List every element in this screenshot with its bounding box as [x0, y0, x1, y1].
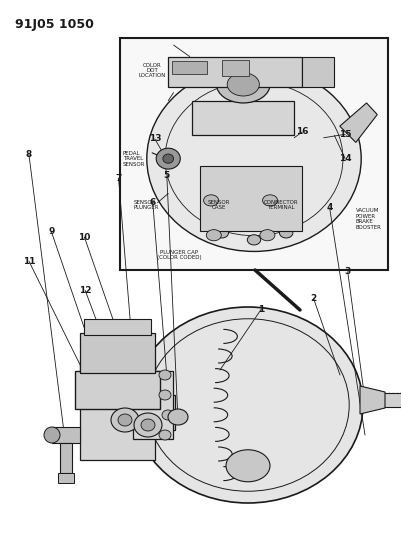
Ellipse shape — [203, 195, 218, 206]
Ellipse shape — [225, 450, 269, 482]
Ellipse shape — [159, 390, 170, 400]
Text: 9: 9 — [48, 228, 55, 236]
Bar — [58, 473, 74, 483]
Text: 13: 13 — [148, 134, 161, 143]
Text: 10: 10 — [78, 233, 90, 241]
Text: 15: 15 — [338, 130, 350, 139]
Ellipse shape — [141, 419, 155, 431]
Text: VACUUM
POWER
BRAKE
BOOSTER: VACUUM POWER BRAKE BOOSTER — [355, 208, 381, 230]
Ellipse shape — [133, 307, 362, 503]
Bar — [221, 60, 248, 76]
Ellipse shape — [162, 154, 173, 163]
Bar — [80, 333, 155, 373]
Text: 7: 7 — [115, 174, 122, 183]
Text: 16: 16 — [295, 127, 308, 136]
Ellipse shape — [227, 73, 259, 96]
Text: 1: 1 — [257, 305, 264, 313]
Text: 2: 2 — [310, 294, 316, 303]
Text: SENSOR
CASE: SENSOR CASE — [207, 200, 230, 210]
Bar — [172, 61, 207, 75]
Ellipse shape — [259, 230, 274, 241]
Bar — [75, 371, 160, 409]
Text: 12: 12 — [79, 286, 91, 295]
Bar — [302, 56, 334, 87]
Ellipse shape — [146, 66, 360, 252]
Ellipse shape — [111, 408, 139, 432]
Polygon shape — [339, 103, 377, 142]
Text: 6: 6 — [149, 198, 156, 207]
Bar — [60, 443, 72, 473]
Bar — [52, 427, 80, 443]
Text: 5: 5 — [163, 172, 170, 180]
Ellipse shape — [156, 148, 180, 169]
Bar — [84, 319, 151, 335]
Ellipse shape — [262, 195, 277, 206]
Text: 91J05 1050: 91J05 1050 — [15, 18, 94, 31]
Bar — [200, 166, 302, 231]
Ellipse shape — [134, 413, 162, 437]
Bar — [364, 393, 401, 407]
Ellipse shape — [159, 430, 170, 440]
Ellipse shape — [279, 228, 292, 238]
Text: CONNECTOR
TERMINAL: CONNECTOR TERMINAL — [263, 200, 298, 210]
Ellipse shape — [247, 235, 260, 245]
Ellipse shape — [118, 414, 132, 426]
Ellipse shape — [206, 230, 221, 241]
Text: SENSOR
PLUNGER: SENSOR PLUNGER — [133, 200, 158, 210]
Ellipse shape — [162, 410, 174, 420]
Text: PLUNGER CAP
(COLOR CODED): PLUNGER CAP (COLOR CODED) — [156, 250, 201, 260]
Polygon shape — [80, 360, 174, 460]
Ellipse shape — [168, 409, 188, 425]
Ellipse shape — [44, 427, 60, 443]
Bar — [120, 38, 387, 270]
Text: 4: 4 — [326, 204, 332, 212]
Polygon shape — [359, 386, 384, 414]
Text: 3: 3 — [344, 268, 350, 276]
Bar — [192, 101, 294, 135]
Text: 8: 8 — [26, 150, 32, 159]
Text: 14: 14 — [338, 154, 350, 163]
Text: 11: 11 — [22, 257, 35, 265]
Text: COLOR
DOT
LOCATION: COLOR DOT LOCATION — [138, 62, 166, 78]
Text: PEDAL
TRAVEL
SENSOR: PEDAL TRAVEL SENSOR — [122, 151, 145, 166]
Ellipse shape — [216, 66, 269, 103]
Ellipse shape — [159, 370, 170, 380]
Bar — [133, 370, 173, 439]
Bar — [168, 56, 302, 87]
Ellipse shape — [215, 228, 228, 238]
